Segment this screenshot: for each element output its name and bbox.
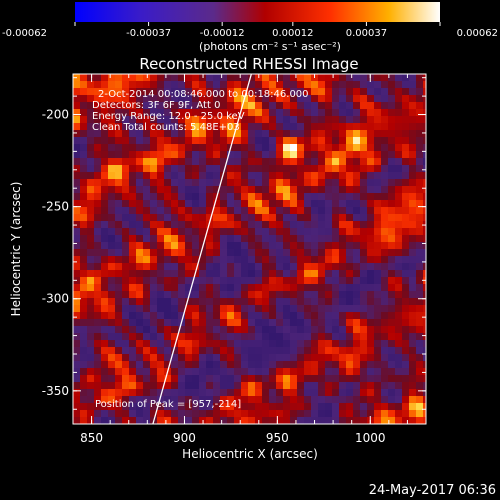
colorbar-tick-label: -0.00012 [200, 28, 245, 39]
footer-timestamp: 24-May-2017 06:36 [369, 483, 496, 498]
plot-frame [72, 73, 427, 425]
colorbar [75, 2, 440, 22]
peak-position-label: Position of Peak = [957,-214] [95, 399, 241, 410]
heatmap-image [73, 74, 426, 424]
annotation-line: 2-Oct-2014 00:08:46.000 to 00:18:46.000 [98, 89, 309, 100]
x-axis-label: Heliocentric X (arcsec) [182, 447, 318, 461]
x-tick-label: 1000 [355, 431, 386, 445]
y-tick-label: -350 [42, 384, 69, 398]
solar-limb-line [152, 74, 252, 424]
annotation-line: Clean Total counts: 5.48E+03 [92, 122, 240, 133]
colorbar-unit-label: (photons cm⁻² s⁻¹ asec⁻²) [199, 40, 341, 53]
colorbar-tick-label: -0.00062 [2, 28, 47, 39]
annotation-block: 2-Oct-2014 00:08:46.000 to 00:18:46.000D… [92, 89, 309, 133]
axis-ticks: 850 900 950 1000 -200 -250 -300 -350 [42, 74, 427, 445]
y-tick-label: -300 [42, 292, 69, 306]
colorbar-tick-label: 0.00037 [346, 28, 387, 39]
colorbar-tick-label: -0.00037 [126, 28, 171, 39]
chart-title: Reconstructed RHESSI Image [139, 55, 358, 73]
annotation-line: Detectors: 3F 6F 9F, Att 0 [92, 100, 220, 111]
y-axis-label: Heliocentric Y (arcsec) [9, 182, 23, 317]
y-tick-label: -200 [42, 108, 69, 122]
colorbar-tick-label: 0.00062 [457, 28, 498, 39]
colorbar-tick-label: 0.00012 [272, 28, 313, 39]
x-tick-label: 850 [80, 431, 103, 445]
y-tick-label: -250 [42, 200, 69, 214]
annotation-line: Energy Range: 12.0 - 25.0 keV [92, 111, 245, 122]
x-tick-label: 950 [266, 431, 289, 445]
colorbar-ticks: -0.00062 -0.00037 -0.00012 0.00012 0.00037 0.… [2, 22, 498, 39]
x-tick-label: 900 [173, 431, 196, 445]
